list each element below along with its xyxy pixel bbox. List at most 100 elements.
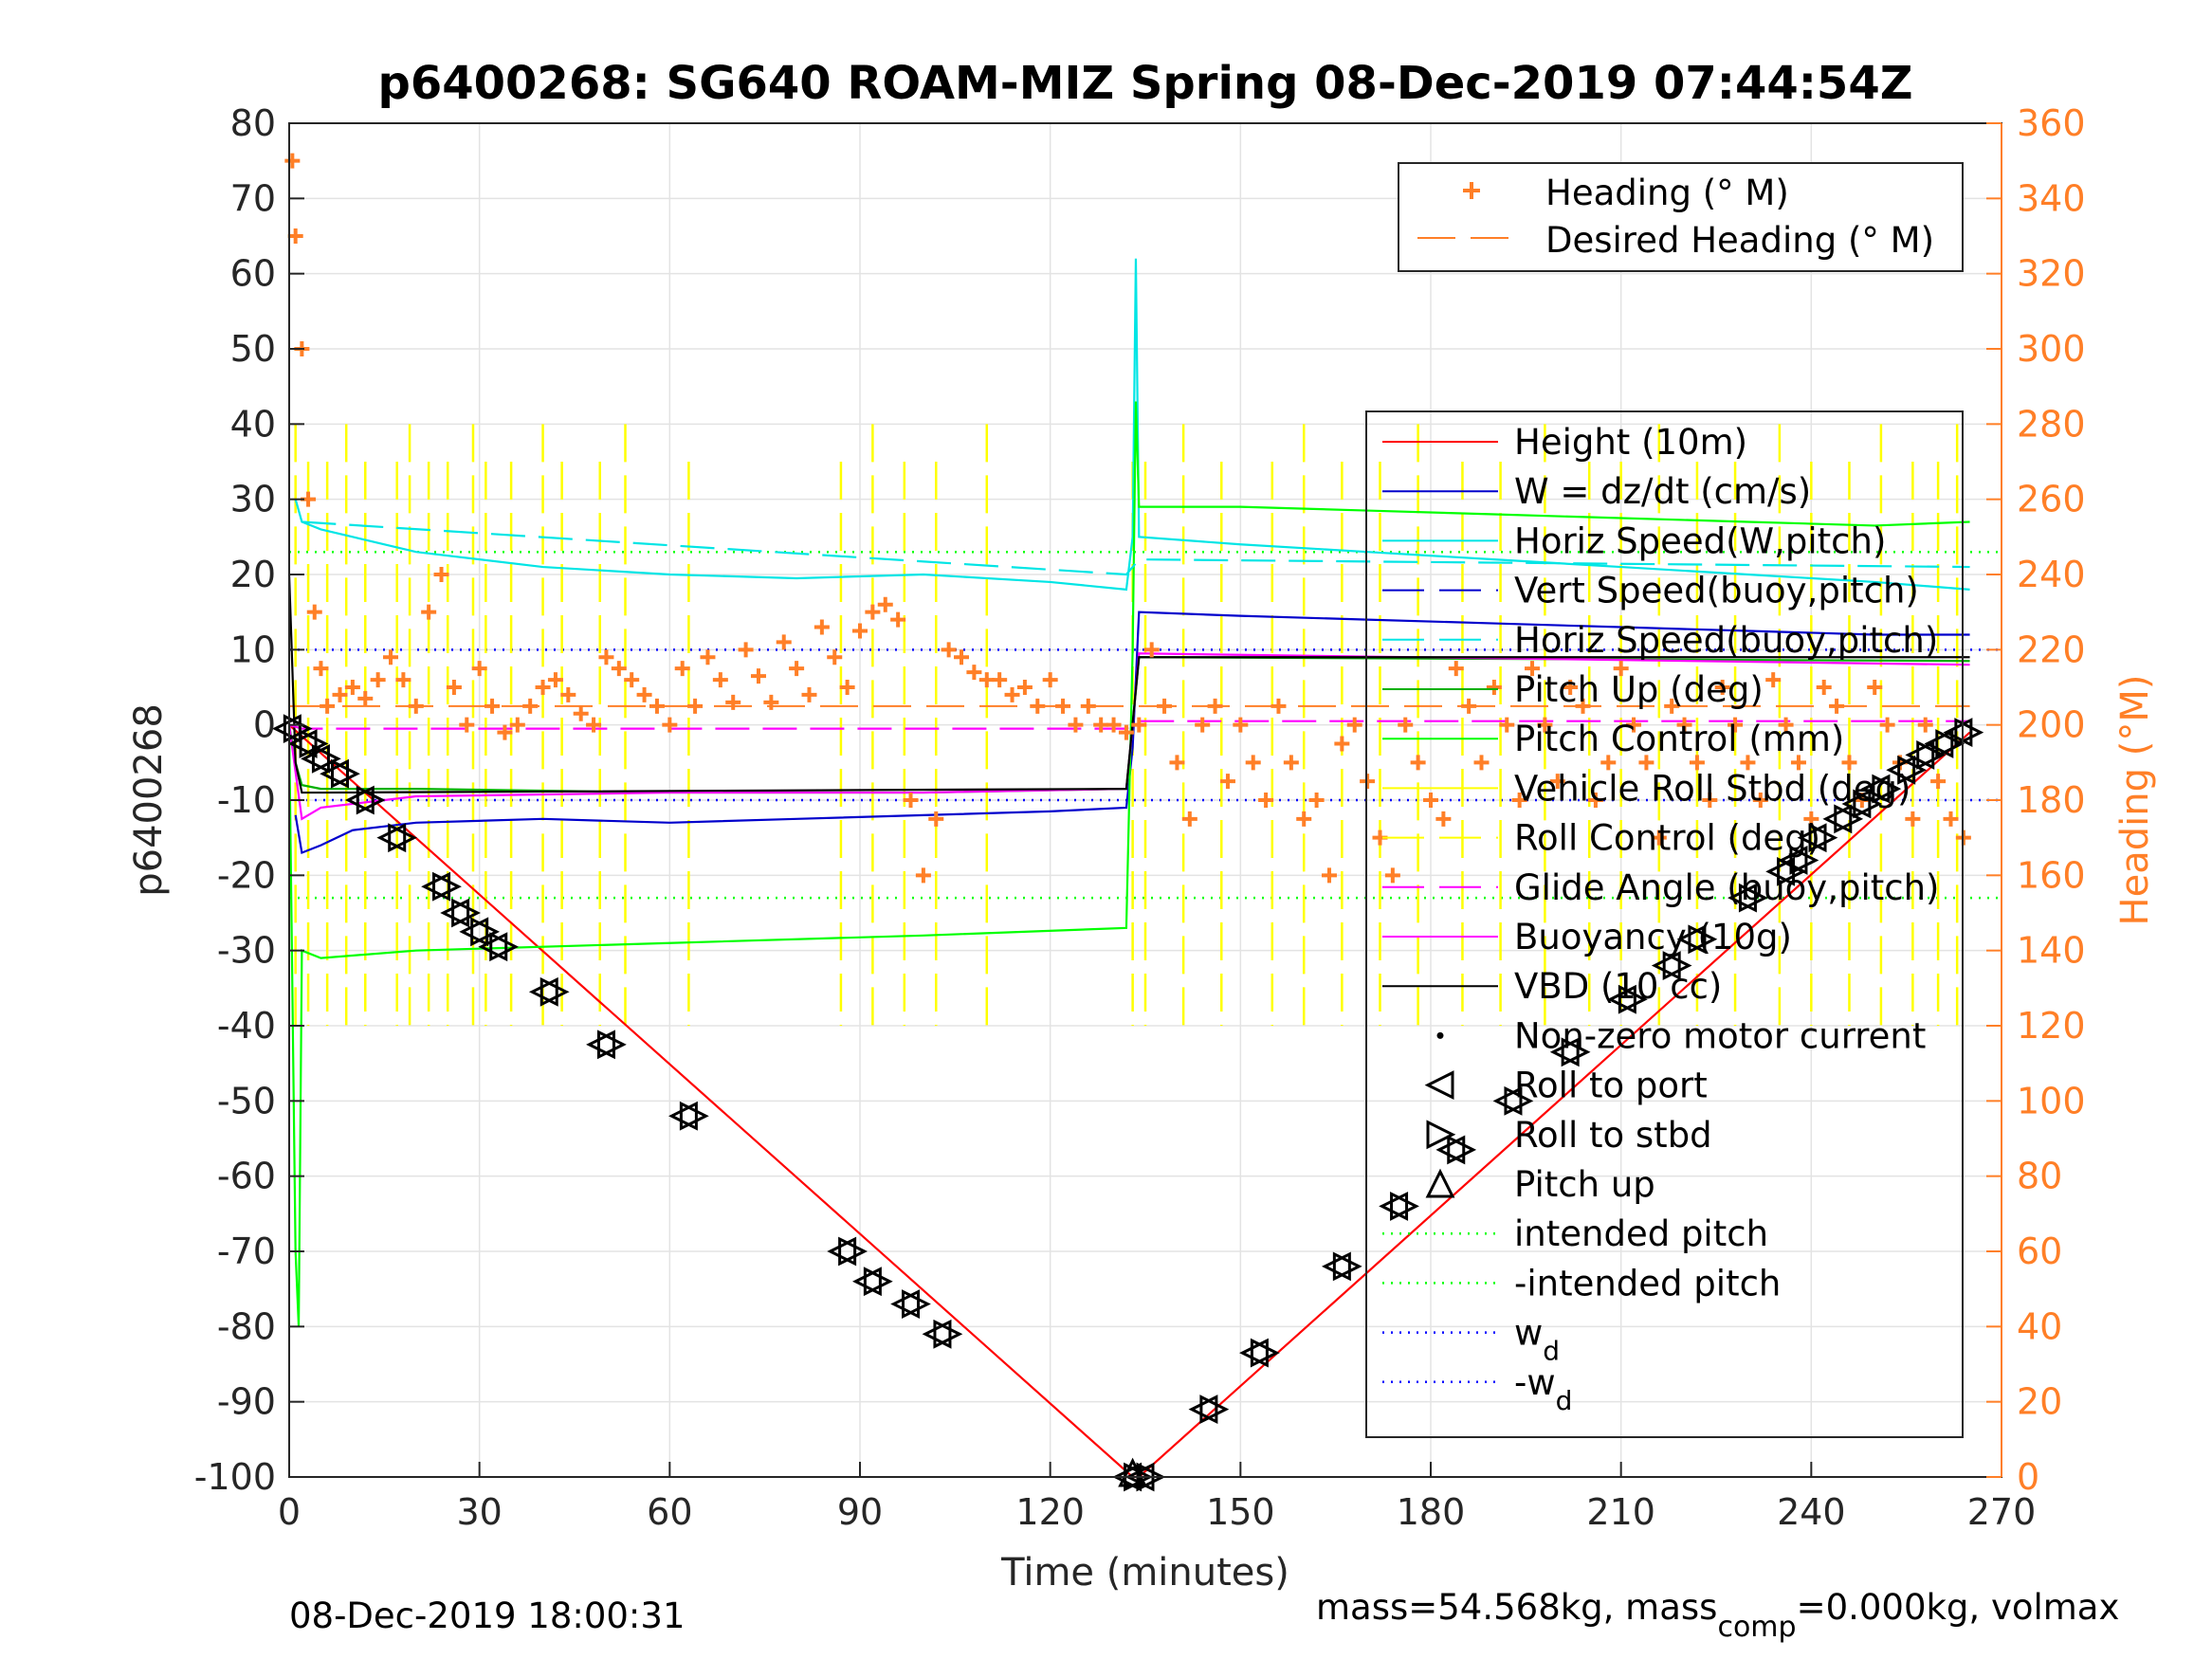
heading-point (827, 649, 843, 665)
heading-point (1423, 793, 1438, 808)
footer-timestamp: 08-Dec-2019 18:00:31 (289, 1595, 685, 1636)
legend-label: intended pitch (1514, 1213, 1768, 1254)
y-tick-label: 30 (230, 479, 276, 520)
heading-point (421, 604, 437, 620)
roll-to-stbd-marker (596, 1030, 627, 1060)
heading-point (433, 567, 449, 582)
heading-point (1042, 672, 1058, 688)
roll-to-port-marker (1924, 729, 1954, 758)
x-tick-label: 0 (278, 1491, 301, 1533)
heading-point (1486, 680, 1502, 695)
y2-tick-label: 0 (2017, 1456, 2039, 1498)
y-tick-label: -80 (217, 1305, 276, 1347)
legend-label-text: -w (1514, 1362, 1556, 1403)
roll-to-port-marker (1905, 739, 1935, 770)
roll-to-port-marker (440, 898, 470, 928)
roll-to-stbd-marker (1662, 951, 1692, 980)
heading-point (611, 661, 627, 677)
y2-tick-label: 220 (2017, 629, 2086, 670)
heading-point (586, 717, 602, 733)
roll-to-stbd-marker (283, 714, 313, 744)
y-tick-label: -20 (217, 854, 276, 896)
roll-to-port-marker (1322, 1251, 1351, 1282)
y-tick-label: 20 (230, 554, 276, 595)
heading-point (1435, 811, 1452, 827)
y2-tick-label: 120 (2017, 1005, 2086, 1047)
heading-point (1790, 755, 1806, 771)
legend-label-text: Roll Control (deg) (1514, 818, 1820, 859)
heading-point (287, 228, 303, 244)
heading-point (1283, 755, 1299, 771)
heading-point (1525, 661, 1541, 677)
y-tick-label: -10 (217, 779, 276, 821)
heading-point (1131, 717, 1147, 733)
heading-point (877, 596, 893, 612)
heading-point (1308, 793, 1325, 808)
roll-to-port-marker (1778, 846, 1808, 875)
roll-to-port-marker (852, 1267, 882, 1297)
roll-to-stbd-marker (1390, 1191, 1419, 1221)
roll-to-port-marker (1492, 1085, 1523, 1116)
heading-point (1626, 717, 1642, 733)
heading-point (560, 686, 576, 702)
heading-point (383, 649, 399, 665)
heading-point (1384, 867, 1400, 884)
roll-to-stbd-marker (388, 823, 418, 853)
roll-to-stbd-marker (679, 1101, 709, 1131)
heading-point (1195, 717, 1211, 733)
x-tick-label: 240 (1777, 1491, 1846, 1533)
heading-point (1511, 793, 1527, 808)
heading-point (1346, 717, 1362, 733)
legend-label: Pitch Control (mm) (1514, 719, 1844, 759)
heading-point (1296, 811, 1312, 827)
roll-to-stbd-marker (489, 932, 520, 962)
marker-series (271, 714, 1984, 1492)
legend-symbol (1426, 1120, 1456, 1150)
heading-point (1549, 774, 1565, 790)
heading-point (1118, 724, 1134, 740)
roll-to-port-marker (301, 743, 330, 774)
heading-point (320, 698, 336, 714)
legend-label: Pitch up (1514, 1164, 1655, 1205)
legend-main-frame (1365, 410, 1964, 1438)
y-tick-label: 40 (230, 403, 276, 445)
heading-point (624, 672, 640, 688)
heading-point (1867, 680, 1883, 695)
heading-point (1360, 774, 1376, 790)
legend-label: Non-zero motor current (1514, 1015, 1926, 1056)
y-tick-label: 10 (230, 629, 276, 670)
heading-point (547, 672, 563, 688)
heading-point (915, 867, 931, 884)
y-tick-label: -100 (194, 1456, 276, 1498)
roll-to-stbd-marker (470, 917, 501, 947)
heading-point (1055, 698, 1071, 714)
y-tick-label: 60 (230, 253, 276, 295)
y2-axis-label: Heading (°M) (2113, 675, 2157, 926)
heading-point (687, 698, 704, 714)
legend-label-text: Glide Angle (buoy,pitch) (1514, 867, 1939, 908)
heading-point (1765, 672, 1782, 688)
heading-point (636, 686, 652, 702)
legend-label: Roll to stbd (1514, 1115, 1712, 1156)
legend-label: Heading (° M) (1545, 173, 1789, 213)
heading-point (1398, 717, 1414, 733)
legend-label-text: Pitch Up (deg) (1514, 669, 1764, 710)
heading-point (1321, 867, 1337, 884)
y-tick-label: -40 (217, 1005, 276, 1047)
roll-to-port-marker (1435, 1135, 1466, 1165)
x-tick-label: 90 (837, 1491, 883, 1533)
y2-tick-label: 320 (2017, 253, 2086, 295)
legend-label-text: Horiz Speed(buoy,pitch) (1514, 620, 1938, 661)
heading-point (1219, 774, 1235, 790)
y-tick-label: 50 (230, 328, 276, 370)
heading-point (662, 717, 678, 733)
legend-label-text: intended pitch (1514, 1213, 1768, 1254)
roll-to-port-marker (1651, 951, 1681, 980)
heading-point (1930, 774, 1947, 790)
y-tick-label: 80 (230, 102, 276, 144)
y-tick-label: 0 (253, 704, 276, 746)
heading-point (573, 705, 589, 721)
heading-point (598, 649, 614, 665)
roll-to-port-marker (668, 1101, 698, 1131)
